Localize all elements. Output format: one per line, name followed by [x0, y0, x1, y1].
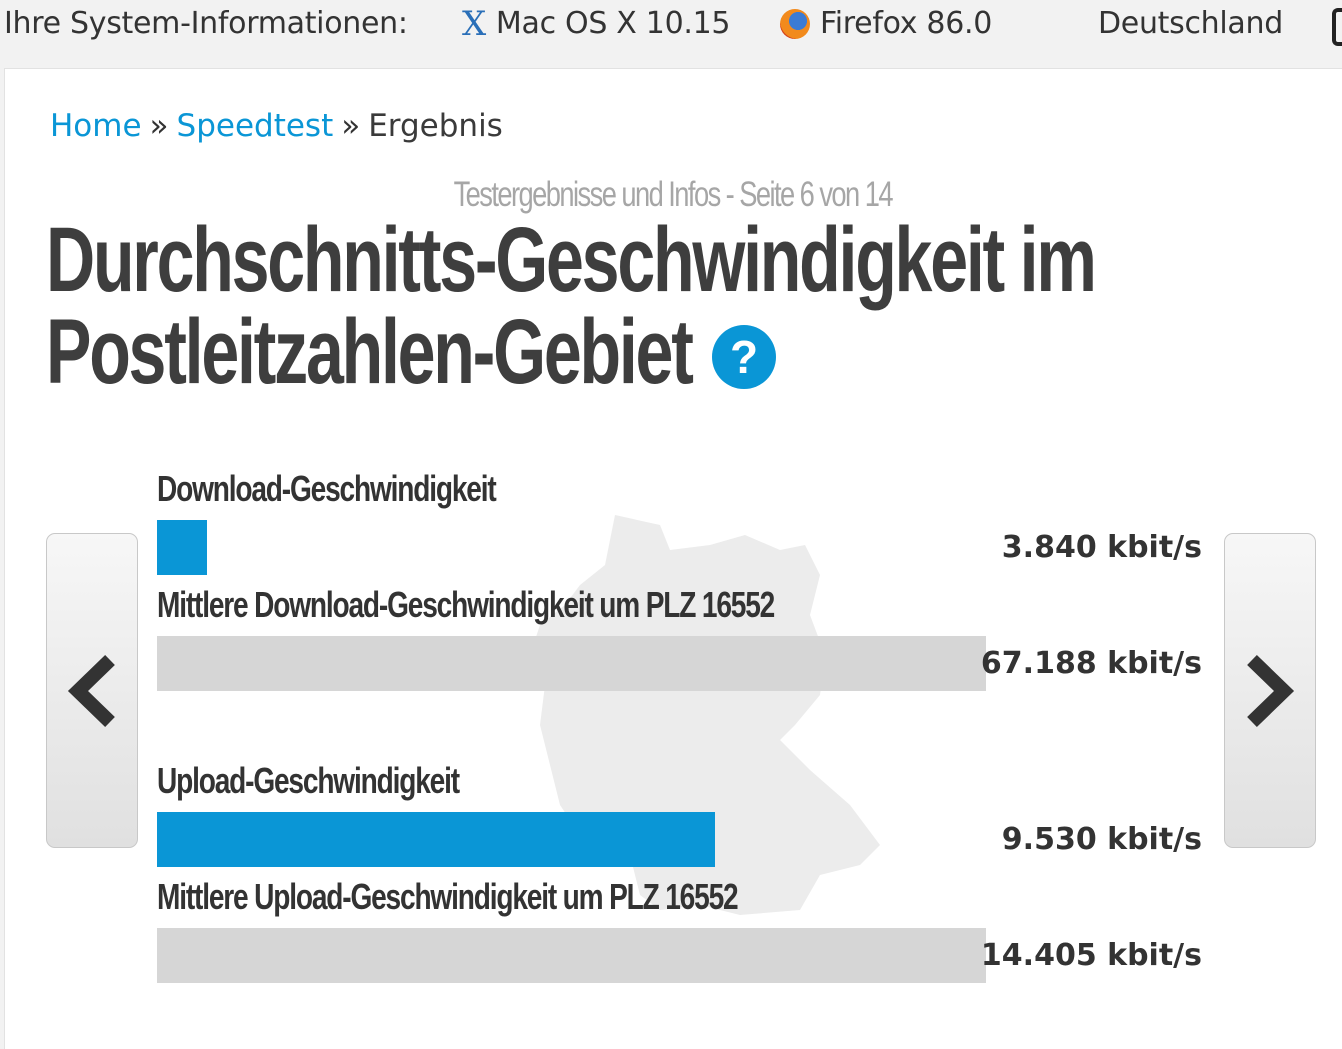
- breadcrumb: Home» Speedtest» Ergebnis: [50, 108, 503, 144]
- upload-avg-value: 14.405 kbit/s: [980, 938, 1202, 973]
- germany-flag-icon: [1040, 8, 1088, 40]
- download-avg-bar: [157, 636, 986, 691]
- upload-value: 9.530 kbit/s: [1001, 822, 1202, 857]
- upload-bar: [157, 812, 715, 867]
- upload-avg-label: Mittlere Upload-Geschwindigkeit um PLZ 1…: [157, 876, 739, 917]
- partial-icon: [1332, 8, 1342, 46]
- breadcrumb-separator: »: [149, 108, 169, 144]
- download-avg-label: Mittlere Download-Geschwindigkeit um PLZ…: [157, 584, 775, 625]
- os-info: X Mac OS X 10.15: [462, 6, 730, 41]
- breadcrumb-current: Ergebnis: [368, 108, 503, 144]
- breadcrumb-speedtest-link[interactable]: Speedtest: [176, 108, 334, 144]
- system-info-bar: Ihre System-Informationen: X Mac OS X 10…: [0, 0, 1342, 52]
- upload-bar-track: [157, 812, 986, 867]
- download-bar: [157, 520, 207, 575]
- page-info: Testergebnisse und Infos - Seite 6 von 1…: [453, 175, 894, 214]
- upload-avg-bar-track: [157, 928, 986, 983]
- country-text: Deutschland: [1098, 6, 1283, 41]
- chevron-right-icon: [1247, 654, 1295, 727]
- download-avg-bar-track: [157, 636, 986, 691]
- firefox-icon: [780, 8, 810, 39]
- browser-info: Firefox 86.0: [780, 6, 992, 41]
- download-bar-track: [157, 520, 986, 575]
- upload-label: Upload-Geschwindigkeit: [157, 760, 460, 801]
- mac-os-x-icon: X: [462, 3, 486, 44]
- upload-avg-bar: [157, 928, 986, 983]
- next-page-button[interactable]: [1224, 533, 1316, 848]
- browser-text: Firefox 86.0: [820, 6, 993, 41]
- help-icon[interactable]: ?: [712, 325, 776, 389]
- page-title: Durchschnitts-Geschwindigkeit im Postlei…: [46, 214, 1097, 398]
- system-info-label: Ihre System-Informationen:: [4, 6, 408, 41]
- previous-page-button[interactable]: [46, 533, 138, 848]
- chevron-left-icon: [67, 654, 115, 727]
- breadcrumb-home-link[interactable]: Home: [50, 108, 142, 144]
- download-avg-value: 67.188 kbit/s: [980, 646, 1202, 681]
- page-title-line1: Durchschnitts-Geschwindigkeit im: [46, 209, 1097, 311]
- download-value: 3.840 kbit/s: [1001, 530, 1202, 565]
- download-label: Download-Geschwindigkeit: [157, 468, 497, 509]
- breadcrumb-separator: »: [341, 108, 361, 144]
- country-info: Deutschland: [1040, 6, 1283, 41]
- page-title-line2: Postleitzahlen-Gebiet: [46, 301, 694, 403]
- os-text: Mac OS X 10.15: [495, 6, 731, 41]
